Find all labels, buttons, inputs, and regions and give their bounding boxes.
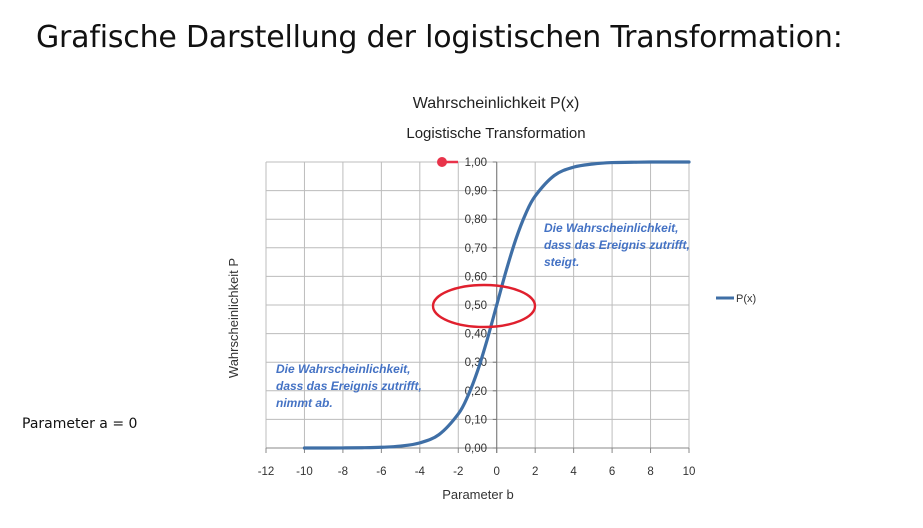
x-tick-label: 4 xyxy=(570,466,577,478)
y-tick-label: 0,40 xyxy=(465,329,487,341)
x-tick-label: -12 xyxy=(258,466,275,478)
annotations-layer: Die Wahrscheinlichkeit, dass das Ereignis… xyxy=(276,221,690,410)
y-tick-label: 0,80 xyxy=(465,214,487,226)
y-tick-label: 0,10 xyxy=(465,414,487,426)
series-line-p-x xyxy=(302,160,691,450)
slide-title: Grafische Darstellung der logistischen T… xyxy=(36,20,843,55)
y-tick-label: 0,90 xyxy=(465,186,487,198)
highlights-layer xyxy=(431,157,537,329)
x-tick-label: 6 xyxy=(609,466,615,478)
chart-title: Wahrscheinlichkeit P(x) xyxy=(413,95,580,112)
parameter-note: Parameter a = 0 xyxy=(22,416,138,432)
pointer-dot xyxy=(437,157,447,167)
y-tick-labels: 0,000,100,200,300,400,500,600,700,800,90… xyxy=(465,157,487,455)
y-tick-label: 0,50 xyxy=(465,300,487,312)
annotation-text-line: nimmt ab. xyxy=(276,396,333,410)
annotation-text-line: Die Wahrscheinlichkeit, xyxy=(544,221,679,235)
y-tick-label: 0,60 xyxy=(465,271,487,283)
annotation-text-line: dass das Ereignis zutrifft, xyxy=(276,379,422,393)
series-layer xyxy=(302,160,691,450)
y-axis-label: Wahrscheinlichkeit P xyxy=(226,258,241,378)
x-tick-label: -6 xyxy=(376,466,386,478)
x-tick-label: 10 xyxy=(683,466,696,478)
y-tick-label: 1,00 xyxy=(465,157,487,169)
chart-subtitle: Logistische Transformation xyxy=(406,125,585,142)
x-tick-label: 0 xyxy=(494,466,500,478)
y-tick-label: 0,70 xyxy=(465,243,487,255)
y-tick-label: 0,00 xyxy=(465,443,487,455)
annotation-text-line: Die Wahrscheinlichkeit, xyxy=(276,362,411,376)
legend: P(x) xyxy=(716,293,756,305)
legend-label: P(x) xyxy=(736,293,756,305)
highlight-ellipse xyxy=(431,283,537,329)
y-tick-label: 0,30 xyxy=(465,357,487,369)
annotation-text-line: steigt. xyxy=(544,255,579,269)
x-tick-label: -2 xyxy=(453,466,463,478)
x-tick-label: -4 xyxy=(415,466,426,478)
annotation-text-line: dass das Ereignis zutrifft, xyxy=(544,238,690,252)
x-axis-label: Parameter b xyxy=(442,487,514,502)
x-tick-label: -8 xyxy=(338,466,348,478)
x-tick-label: 8 xyxy=(647,466,653,478)
x-tick-label: -10 xyxy=(296,466,313,478)
x-tick-label: 2 xyxy=(532,466,538,478)
x-tick-labels: -12 -10 -8 -6 -4 -2 0 2 4 6 8 10 xyxy=(258,466,696,478)
